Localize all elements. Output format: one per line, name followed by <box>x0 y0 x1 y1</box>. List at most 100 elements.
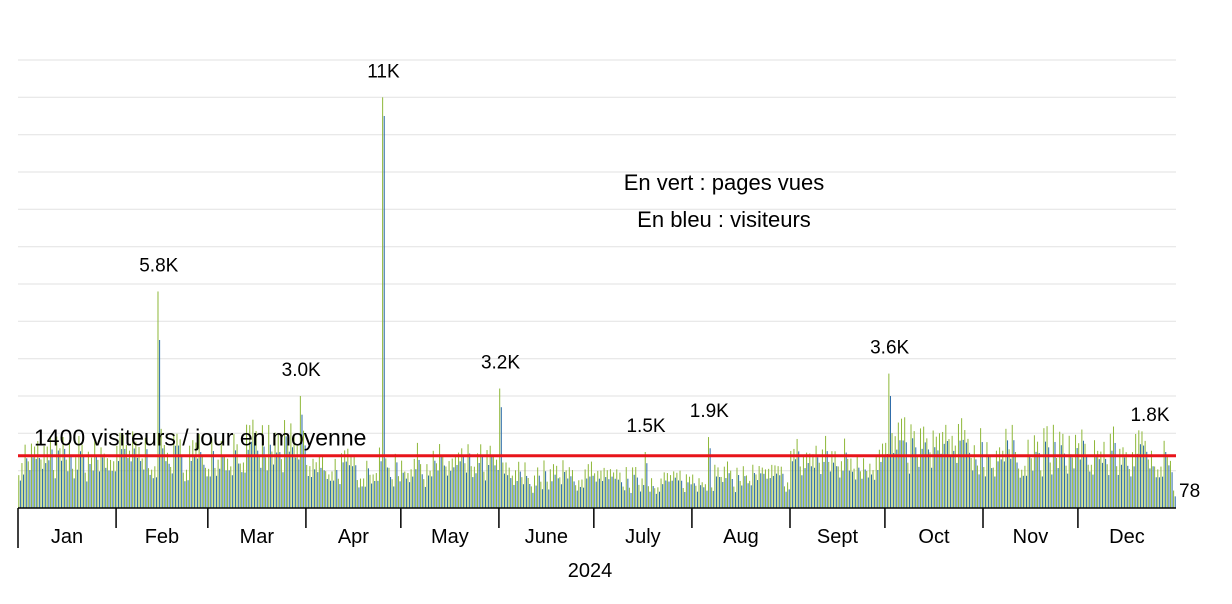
bar-visiteurs <box>23 474 25 508</box>
bar-visiteurs <box>965 442 967 508</box>
bar-visiteurs <box>598 478 600 508</box>
bar-pages-vues <box>866 470 868 508</box>
bar-visiteurs <box>855 479 857 508</box>
bar-pages-vues <box>59 448 61 508</box>
bar-visiteurs <box>225 470 227 508</box>
bar-pages-vues <box>730 470 732 508</box>
bar-pages-vues <box>806 452 808 508</box>
bar-pages-vues <box>223 455 225 508</box>
bar-pages-vues <box>198 433 200 508</box>
bar-visiteurs <box>988 456 990 508</box>
bar-pages-vues <box>306 464 308 508</box>
bar-pages-vues <box>160 428 162 508</box>
bar-pages-vues <box>1160 466 1162 508</box>
bar-visiteurs <box>519 471 521 508</box>
bar-visiteurs <box>633 474 635 508</box>
bar-pages-vues <box>771 464 773 508</box>
bar-pages-vues <box>464 463 466 508</box>
bar-pages-vues <box>1119 448 1121 508</box>
bar-pages-vues <box>113 461 115 508</box>
bar-visiteurs <box>1054 441 1056 508</box>
bar-visiteurs <box>472 477 474 508</box>
bar-visiteurs <box>798 451 800 508</box>
bar-visiteurs <box>874 479 876 508</box>
bar-pages-vues <box>515 470 517 508</box>
bar-pages-vues <box>910 424 912 508</box>
bar-visiteurs <box>393 486 395 508</box>
bar-visiteurs <box>124 448 126 508</box>
bar-pages-vues <box>416 442 418 508</box>
bar-visiteurs <box>383 116 385 508</box>
bar-pages-vues <box>1090 464 1092 508</box>
bar-visiteurs <box>266 470 268 508</box>
bar-pages-vues <box>790 450 792 508</box>
peak-label: 11K <box>367 61 400 82</box>
bar-visiteurs <box>339 484 341 508</box>
month-label-july: July <box>625 526 661 548</box>
bar-pages-vues <box>695 485 697 508</box>
bar-pages-vues <box>242 462 244 508</box>
bar-visiteurs <box>159 340 161 508</box>
bar-visiteurs <box>1019 477 1021 508</box>
bar-visiteurs <box>1057 468 1059 508</box>
bar-pages-vues <box>628 487 630 508</box>
bar-visiteurs <box>940 453 942 508</box>
bar-pages-vues <box>163 444 165 508</box>
bar-pages-vues <box>81 444 83 508</box>
bar-pages-vues <box>638 484 640 508</box>
bar-visiteurs <box>291 447 293 508</box>
bar-visiteurs <box>279 452 281 508</box>
bar-pages-vues <box>220 440 222 508</box>
bar-pages-vues <box>1128 469 1130 508</box>
bar-pages-vues <box>926 438 928 508</box>
bar-pages-vues <box>287 437 289 508</box>
bar-pages-vues <box>1027 439 1029 508</box>
bar-visiteurs <box>1124 457 1126 508</box>
bar-visiteurs <box>893 452 895 508</box>
bar-pages-vues <box>372 474 374 508</box>
bar-visiteurs <box>105 467 107 508</box>
bar-visiteurs <box>602 481 604 508</box>
bar-visiteurs <box>526 475 528 508</box>
bar-pages-vues <box>543 460 545 508</box>
bar-visiteurs <box>38 457 40 508</box>
bar-pages-vues <box>685 474 687 508</box>
bar-visiteurs <box>845 452 847 508</box>
bar-visiteurs <box>380 461 382 508</box>
bar-pages-vues <box>723 466 725 508</box>
bar-visiteurs <box>1082 440 1084 508</box>
bar-visiteurs <box>595 481 597 508</box>
bar-pages-vues <box>891 433 893 508</box>
bar-visiteurs <box>428 475 430 508</box>
bar-visiteurs <box>611 476 613 508</box>
bar-visiteurs <box>235 450 237 508</box>
bar-pages-vues <box>575 485 577 508</box>
bar-visiteurs <box>658 491 661 508</box>
bar-pages-vues <box>458 452 460 508</box>
peak-label: 1.9K <box>690 401 729 422</box>
bar-visiteurs <box>304 445 306 508</box>
bar-visiteurs <box>1070 454 1072 508</box>
bar-visiteurs <box>981 442 983 508</box>
bar-visiteurs <box>209 476 211 508</box>
bar-pages-vues <box>1138 430 1140 508</box>
month-label-jan: Jan <box>51 526 83 548</box>
bar-visiteurs <box>257 450 259 508</box>
bar-pages-vues <box>106 458 108 508</box>
bar-visiteurs <box>89 464 91 508</box>
bar-visiteurs <box>696 491 698 508</box>
bar-visiteurs <box>833 462 835 508</box>
bar-visiteurs <box>782 473 784 508</box>
legend-visiteurs: En bleu : visiteurs <box>637 207 811 232</box>
bar-pages-vues <box>844 438 846 508</box>
bar-pages-vues <box>496 459 498 508</box>
bar-visiteurs <box>434 460 436 508</box>
bar-visiteurs <box>1032 470 1034 508</box>
bar-pages-vues <box>1144 440 1146 508</box>
bar-visiteurs <box>143 469 145 508</box>
bar-pages-vues <box>363 478 365 508</box>
bar-pages-vues <box>309 466 311 508</box>
bar-pages-vues <box>1056 458 1058 508</box>
bar-visiteurs <box>510 478 512 508</box>
bar-visiteurs <box>250 441 252 508</box>
